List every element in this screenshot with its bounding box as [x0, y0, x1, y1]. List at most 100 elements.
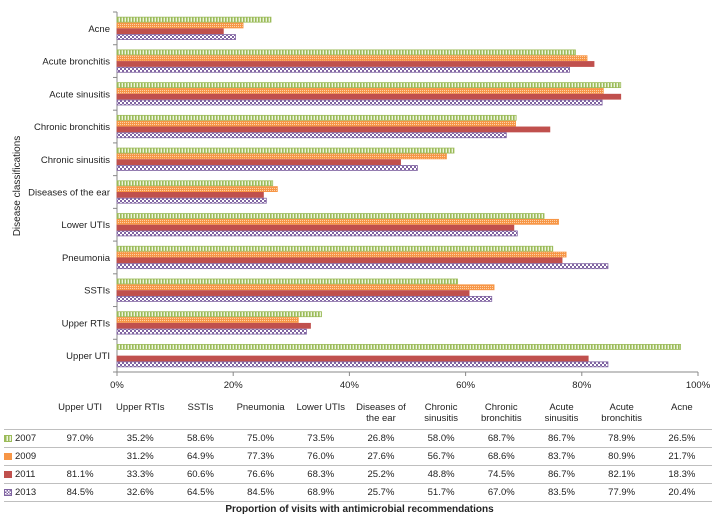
- legend-swatch: [4, 452, 12, 460]
- bar-2007: [116, 16, 272, 23]
- bar-2013: [116, 263, 609, 270]
- data-label: 67.0%: [471, 483, 532, 502]
- bar-2013: [116, 197, 267, 204]
- data-table-header: Upper UTI Upper RTIs SSTIs Pneumonia Lower U…: [4, 402, 712, 430]
- data-label: 48.8%: [411, 465, 472, 484]
- bar-2011: [116, 257, 563, 264]
- bar-2011: [116, 126, 551, 133]
- data-label: 76.6%: [230, 465, 291, 484]
- data-label: 97.0%: [50, 429, 111, 448]
- legend-label: 2013: [15, 487, 37, 498]
- data-table-row: 2007 97.0% 35.2% 58.6% 75.0% 73.5% 26.8% 58.0% 6…: [4, 429, 712, 448]
- data-label: 83.7%: [531, 447, 592, 466]
- bar-2007: [116, 278, 458, 285]
- data-label: 77.3%: [230, 447, 291, 466]
- data-label: 73.5%: [290, 429, 351, 448]
- plot-area: 0% 20% 40% 60% 80% 100% Upper UTI Upper RTIs SST…: [28, 11, 711, 391]
- bar-2011: [116, 28, 224, 35]
- data-label: 68.3%: [290, 465, 351, 484]
- data-label: 84.5%: [230, 483, 291, 502]
- data-label: 33.3%: [110, 465, 171, 484]
- data-label: 60.6%: [170, 465, 231, 484]
- data-label: [50, 447, 111, 466]
- bar-chart: 0% 20% 40% 60% 80% 100% Upper UTI Upper RTIs SST…: [12, 11, 711, 391]
- x-tick-label: 60%: [456, 380, 476, 391]
- data-label: 83.5%: [531, 483, 592, 502]
- data-label: 86.7%: [531, 465, 592, 484]
- bar-2009: [116, 317, 299, 323]
- bar-2009: [116, 120, 516, 127]
- legend-entry: 2007: [4, 429, 50, 448]
- data-label: 56.7%: [411, 447, 472, 466]
- legend-entry: 2013: [4, 483, 50, 502]
- category-label: Acute bronchitis: [42, 57, 110, 68]
- column-header: Acute sinusitis: [544, 402, 579, 424]
- bar-2011: [116, 224, 515, 231]
- data-label: 76.0%: [290, 447, 351, 466]
- data-label: 35.2%: [110, 429, 171, 448]
- data-label: 86.7%: [531, 429, 592, 448]
- x-tick-label: 20%: [224, 380, 244, 391]
- bar-2009: [116, 153, 447, 160]
- data-label: 80.9%: [591, 447, 652, 466]
- bar-2013: [116, 99, 603, 106]
- column-header: Acne: [671, 402, 693, 413]
- data-label: 31.2%: [110, 447, 171, 466]
- bar-2009: [116, 186, 278, 193]
- bar-2009: [116, 55, 588, 62]
- category-label: Chronic bronchitis: [34, 122, 110, 133]
- data-label: 74.5%: [471, 465, 532, 484]
- data-table-body: 2007 97.0% 35.2% 58.6% 75.0% 73.5% 26.8% 58.0% 6…: [4, 429, 712, 502]
- legend-swatch: [4, 488, 12, 496]
- data-label: 32.6%: [110, 483, 171, 502]
- bar-2007: [116, 49, 576, 56]
- bar-2013: [116, 361, 609, 368]
- bar-2011: [116, 159, 401, 166]
- bar-2013: [116, 165, 418, 171]
- data-label: 21.7%: [651, 447, 712, 466]
- bar-2011: [116, 290, 470, 296]
- bar-2007: [116, 114, 517, 121]
- category-label: Diseases of the ear: [28, 188, 110, 199]
- data-label: 78.9%: [591, 429, 652, 448]
- data-label: 26.8%: [350, 429, 412, 448]
- legend-swatch: [4, 434, 12, 442]
- bar-2011: [116, 61, 595, 67]
- data-label: 81.1%: [50, 465, 111, 484]
- bar-2011: [116, 93, 622, 100]
- data-label: 68.9%: [290, 483, 351, 502]
- column-header: SSTIs: [187, 402, 214, 413]
- bar-2009: [116, 22, 244, 29]
- bar-2007: [116, 213, 545, 219]
- column-header: Acute bronchitis: [601, 402, 642, 424]
- data-label: 26.5%: [651, 429, 712, 448]
- bar-2007: [116, 311, 322, 318]
- data-table-row: 2009 31.2% 64.9% 77.3% 76.0% 27.6% 56.7% 68.6% 8…: [4, 447, 712, 466]
- data-table-row: 2013 84.5% 32.6% 64.5% 84.5% 68.9% 25.7% 51.7% 6…: [4, 483, 712, 502]
- column-header: Pneumonia: [236, 402, 285, 413]
- data-label: 64.9%: [170, 447, 231, 466]
- data-table-corner: [4, 402, 50, 430]
- bar-2013: [116, 132, 507, 139]
- bar-2013: [116, 66, 570, 73]
- data-label: 51.7%: [411, 483, 472, 502]
- column-header: Upper RTIs: [116, 402, 165, 413]
- data-label: 84.5%: [50, 483, 111, 502]
- column-header: Chronic sinusitis: [424, 402, 459, 424]
- data-label: 75.0%: [230, 429, 291, 448]
- bar-2011: [116, 322, 311, 329]
- bar-2011: [116, 355, 589, 362]
- x-axis-title: Proportion of visits with antimicrobial …: [225, 504, 494, 515]
- column-header: Lower UTIs: [296, 402, 346, 413]
- category-label: Lower UTIs: [61, 220, 110, 231]
- bar-2009: [116, 88, 604, 94]
- legend-label: 2011: [15, 469, 36, 480]
- category-label: SSTIs: [84, 286, 110, 297]
- bar-2011: [116, 191, 264, 198]
- legend-entry: 2009: [4, 447, 50, 466]
- bar-2007: [116, 180, 274, 187]
- category-label: Upper RTIs: [62, 318, 111, 329]
- column-header: Diseases of the ear: [356, 402, 406, 424]
- data-table-row: 2011 81.1% 33.3% 60.6% 76.6% 68.3% 25.2% 48.8% 7…: [4, 465, 712, 484]
- legend-entry: 2011: [4, 465, 50, 484]
